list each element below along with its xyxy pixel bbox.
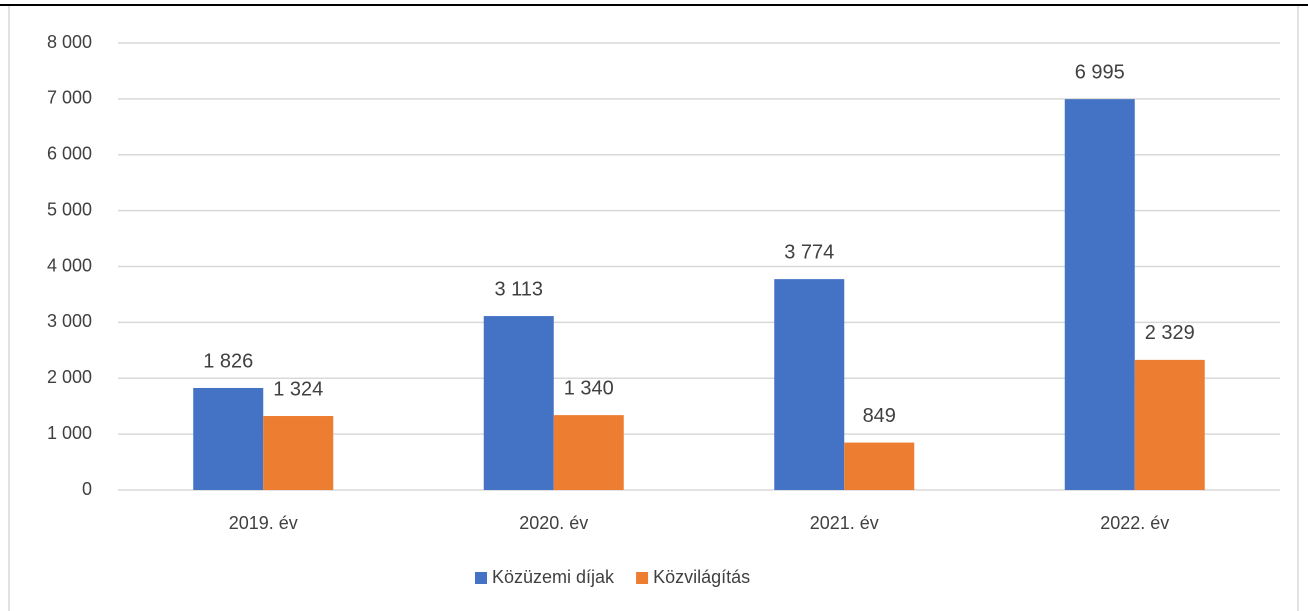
bar xyxy=(1064,99,1135,491)
x-tick-label: 2019. év xyxy=(229,513,298,533)
legend-label: Közvilágítás xyxy=(653,567,750,587)
bar xyxy=(483,316,554,490)
legend-swatch xyxy=(475,572,487,584)
bar xyxy=(844,442,915,490)
y-tick-label: 8 000 xyxy=(47,32,92,52)
y-tick-label: 7 000 xyxy=(47,88,92,108)
y-tick-label: 5 000 xyxy=(47,199,92,219)
x-tick-label: 2022. év xyxy=(1100,513,1169,533)
value-label: 3 774 xyxy=(784,241,834,263)
value-label: 3 113 xyxy=(494,278,543,300)
y-tick-label: 4 000 xyxy=(47,255,92,275)
value-label: 849 xyxy=(863,405,896,427)
bar xyxy=(263,416,334,490)
x-tick-label: 2021. év xyxy=(810,513,879,533)
value-label: 1 826 xyxy=(203,350,253,372)
y-tick-label: 6 000 xyxy=(47,144,92,164)
legend-swatch xyxy=(636,572,649,584)
value-label: 2 329 xyxy=(1145,322,1195,344)
value-label: 1 324 xyxy=(273,378,323,400)
y-tick-label: 1 000 xyxy=(47,423,92,443)
x-tick-label: 2020. év xyxy=(519,513,588,533)
bar xyxy=(1134,359,1205,490)
y-tick-label: 0 xyxy=(82,479,92,499)
value-label: 1 340 xyxy=(564,377,614,399)
value-label: 6 995 xyxy=(1075,61,1125,83)
bar xyxy=(553,415,624,490)
y-tick-label: 2 000 xyxy=(47,367,92,387)
y-tick-label: 3 000 xyxy=(47,311,92,331)
bar xyxy=(193,387,264,490)
legend-label: Közüzemi díjak xyxy=(492,567,615,587)
bar xyxy=(774,279,845,490)
